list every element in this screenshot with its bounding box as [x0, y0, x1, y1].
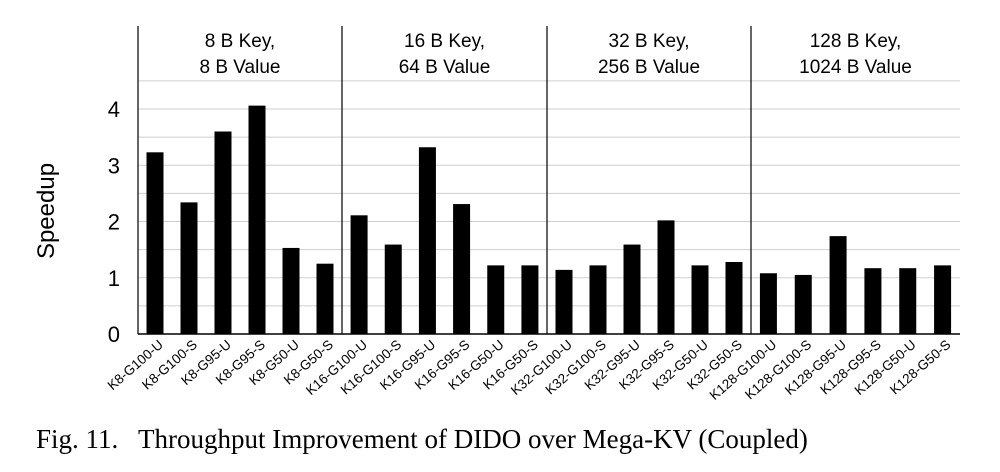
group-titles: 8 B Key, 8 B Value 16 B Key, 64 B Value 32 B…	[200, 31, 912, 78]
bar	[487, 265, 505, 334]
bar	[248, 105, 266, 334]
bars	[146, 105, 952, 334]
y-axis-label: Speedup	[33, 163, 60, 259]
bar	[794, 274, 812, 334]
figure-caption: Fig. 11. Throughput Improvement of DIDO …	[36, 424, 808, 454]
bar	[350, 215, 368, 334]
group-title-line2: 1024 B Value	[799, 57, 912, 78]
bar	[384, 244, 402, 334]
speedup-bar-chart: 0 1 2 3 4 8 B Key, 8 B Value 16 B Key, 64 B Val…	[33, 26, 960, 403]
bar	[759, 273, 777, 334]
bar	[214, 131, 232, 334]
y-tick-label: 3	[108, 153, 120, 178]
group-separators	[341, 26, 752, 334]
bar	[589, 265, 607, 334]
y-tick-labels: 0 1 2 3 4	[108, 97, 120, 347]
category-labels: K8-G100-UK8-G100-SK8-G95-UK8-G95-SK8-G50…	[105, 337, 954, 403]
bar	[657, 220, 675, 334]
group-title-line1: 16 B Key,	[404, 31, 485, 52]
bar	[521, 265, 539, 334]
y-tick-label: 0	[108, 322, 120, 347]
group-title-line2: 64 B Value	[399, 57, 491, 78]
y-tick-label: 1	[108, 266, 120, 291]
bar	[316, 263, 334, 334]
group-title-line2: 8 B Value	[200, 57, 281, 78]
gridlines	[138, 80, 960, 307]
group-title-line1: 32 B Key,	[609, 31, 690, 52]
group-title-line1: 8 B Key,	[205, 31, 275, 52]
axes	[137, 26, 960, 335]
bar	[725, 262, 743, 334]
group-title-line1: 128 B Key,	[810, 31, 902, 52]
bar	[180, 202, 198, 334]
bar	[418, 147, 436, 334]
group-title-line2: 256 B Value	[598, 57, 700, 78]
bar	[453, 204, 471, 334]
bar	[899, 268, 917, 334]
bar	[691, 265, 709, 334]
y-tick-label: 2	[108, 210, 120, 235]
bar	[829, 236, 847, 334]
bar	[146, 152, 164, 334]
bar	[555, 269, 573, 334]
bar	[864, 268, 882, 334]
bar	[282, 247, 300, 334]
bar	[934, 265, 952, 334]
bar	[623, 244, 641, 334]
y-tick-label: 4	[108, 97, 120, 122]
